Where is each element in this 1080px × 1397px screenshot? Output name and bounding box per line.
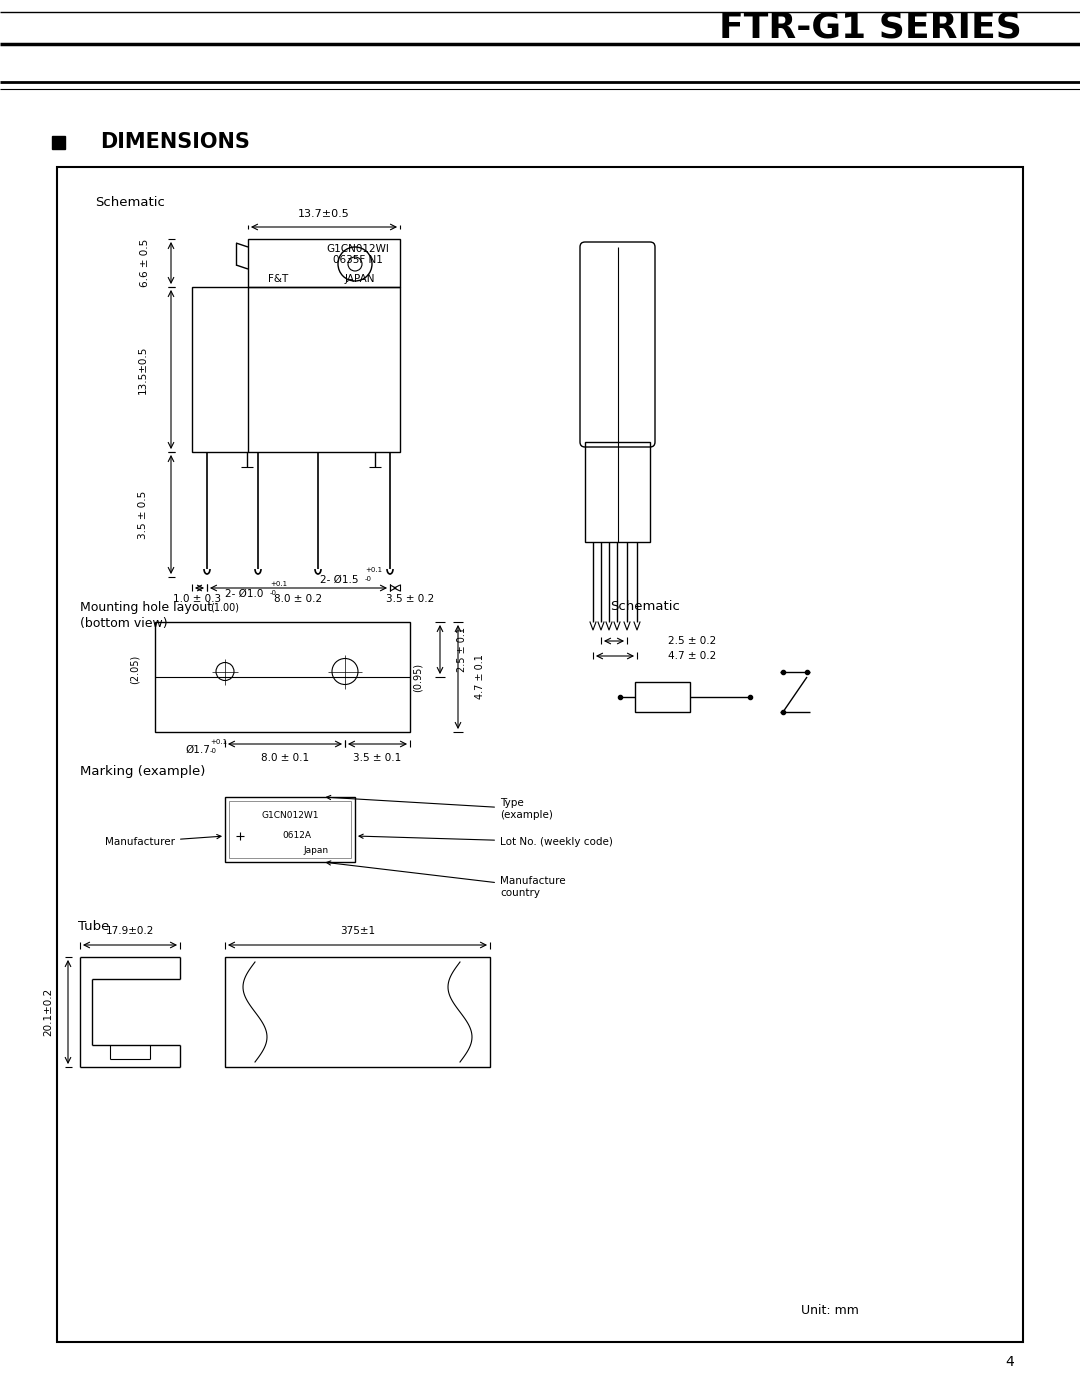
Text: 2.5 ± 0.2: 2.5 ± 0.2 bbox=[669, 636, 716, 645]
Text: G1CN012WI: G1CN012WI bbox=[326, 244, 390, 254]
Bar bbox=[635, 682, 690, 712]
Text: 1.0 ± 0.3: 1.0 ± 0.3 bbox=[173, 594, 221, 604]
Text: 6.6 ± 0.5: 6.6 ± 0.5 bbox=[140, 239, 150, 288]
Text: 4: 4 bbox=[1005, 1355, 1014, 1369]
Text: 13.7±0.5: 13.7±0.5 bbox=[298, 210, 350, 219]
Text: 2- Ø1.5: 2- Ø1.5 bbox=[320, 576, 359, 585]
Text: F&T: F&T bbox=[268, 274, 288, 284]
Text: 375±1: 375±1 bbox=[340, 926, 375, 936]
Text: Schematic: Schematic bbox=[95, 196, 165, 208]
Text: Lot No. (weekly code): Lot No. (weekly code) bbox=[359, 834, 612, 847]
Text: 2.5 ± 0.1: 2.5 ± 0.1 bbox=[457, 627, 467, 672]
Text: Japan: Japan bbox=[303, 845, 328, 855]
Bar bbox=[225, 798, 355, 862]
Text: 3.5 ± 0.5: 3.5 ± 0.5 bbox=[138, 490, 148, 539]
Text: DIMENSIONS: DIMENSIONS bbox=[100, 131, 249, 152]
Text: +0.1: +0.1 bbox=[270, 581, 287, 587]
Text: (0.95): (0.95) bbox=[413, 662, 423, 692]
Text: Manufacture
country: Manufacture country bbox=[326, 861, 566, 898]
Text: Type
(example): Type (example) bbox=[326, 795, 553, 820]
Text: Ø1.7: Ø1.7 bbox=[185, 745, 210, 754]
Text: +0.1: +0.1 bbox=[365, 567, 382, 573]
Text: Mounting hole layout: Mounting hole layout bbox=[80, 601, 212, 613]
Text: 8.0 ± 0.2: 8.0 ± 0.2 bbox=[274, 594, 322, 604]
Text: Marking (example): Marking (example) bbox=[80, 766, 205, 778]
Text: (bottom view): (bottom view) bbox=[80, 616, 167, 630]
Text: 8.0 ± 0.1: 8.0 ± 0.1 bbox=[261, 753, 309, 763]
Text: 20.1±0.2: 20.1±0.2 bbox=[43, 988, 53, 1037]
Bar bbox=[57, 168, 1023, 1343]
Text: G1CN012W1: G1CN012W1 bbox=[261, 810, 319, 820]
Text: 17.9±0.2: 17.9±0.2 bbox=[106, 926, 154, 936]
Bar bbox=[229, 800, 351, 858]
Text: Schematic: Schematic bbox=[610, 601, 680, 613]
Text: JAPAN: JAPAN bbox=[345, 274, 375, 284]
Text: FTR-G1 SERIES: FTR-G1 SERIES bbox=[718, 10, 1022, 43]
Bar bbox=[248, 239, 400, 286]
Text: -0: -0 bbox=[210, 747, 217, 754]
Text: 4.7 ± 0.1: 4.7 ± 0.1 bbox=[475, 655, 485, 700]
Text: 3.5 ± 0.2: 3.5 ± 0.2 bbox=[386, 594, 434, 604]
Text: -0: -0 bbox=[270, 590, 276, 597]
Text: 0612A: 0612A bbox=[282, 831, 311, 841]
Text: -0: -0 bbox=[365, 576, 372, 583]
Text: 4.7 ± 0.2: 4.7 ± 0.2 bbox=[669, 651, 716, 661]
Text: (1.00): (1.00) bbox=[211, 602, 240, 612]
Text: 13.5±0.5: 13.5±0.5 bbox=[138, 345, 148, 394]
Text: 0635F N1: 0635F N1 bbox=[333, 256, 383, 265]
Bar bbox=[192, 286, 400, 453]
Text: Manufacturer: Manufacturer bbox=[105, 834, 221, 847]
Text: 2- Ø1.0: 2- Ø1.0 bbox=[225, 590, 264, 599]
Text: Tube: Tube bbox=[78, 921, 109, 933]
Bar bbox=[585, 441, 650, 542]
Text: Unit: mm: Unit: mm bbox=[801, 1303, 859, 1316]
Bar bbox=[156, 622, 410, 732]
Bar bbox=[225, 957, 490, 1067]
FancyBboxPatch shape bbox=[580, 242, 654, 447]
Text: 3.5 ± 0.1: 3.5 ± 0.1 bbox=[353, 753, 402, 763]
Bar bbox=[52, 136, 65, 149]
Text: +0.1: +0.1 bbox=[210, 739, 227, 745]
Text: (2.05): (2.05) bbox=[130, 654, 140, 683]
